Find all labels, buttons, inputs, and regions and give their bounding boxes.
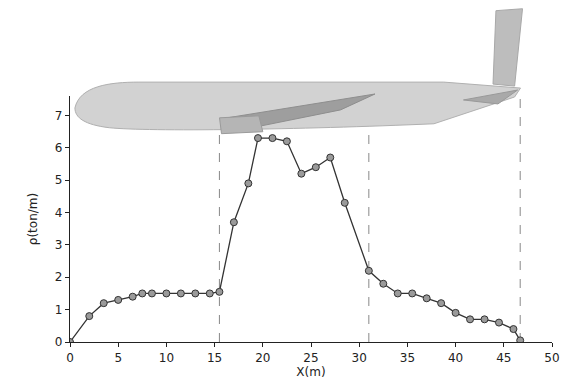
- svg-text:35: 35: [400, 351, 415, 365]
- svg-text:10: 10: [159, 351, 174, 365]
- svg-text:1: 1: [55, 303, 63, 317]
- svg-text:5: 5: [114, 351, 122, 365]
- svg-text:30: 30: [352, 351, 367, 365]
- svg-text:5: 5: [55, 173, 63, 187]
- svg-text:25: 25: [303, 351, 318, 365]
- svg-text:X(m): X(m): [296, 365, 325, 379]
- svg-text:20: 20: [255, 351, 270, 365]
- svg-text:40: 40: [448, 351, 463, 365]
- svg-text:3: 3: [55, 238, 63, 252]
- svg-text:4: 4: [55, 206, 63, 220]
- svg-text:6: 6: [55, 141, 63, 155]
- svg-text:ρ(ton/m): ρ(ton/m): [26, 193, 40, 245]
- svg-text:0: 0: [66, 351, 74, 365]
- svg-text:0: 0: [55, 335, 63, 349]
- svg-text:15: 15: [207, 351, 222, 365]
- svg-text:2: 2: [55, 270, 63, 284]
- svg-text:45: 45: [496, 351, 511, 365]
- svg-text:50: 50: [544, 351, 559, 365]
- svg-text:7: 7: [55, 109, 63, 123]
